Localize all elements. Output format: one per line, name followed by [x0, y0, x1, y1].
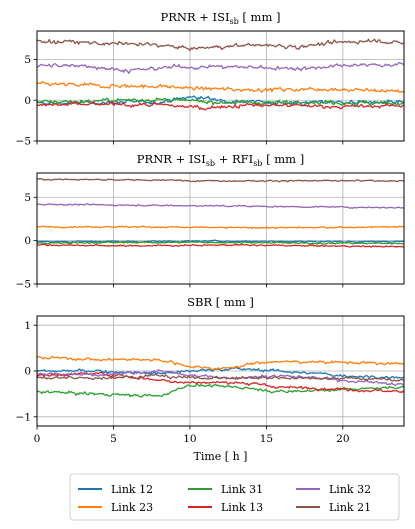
series-line-link-12 [37, 366, 404, 380]
panel-1: PRNR + ISIsb [ mm ] −5 0 5 [16, 10, 405, 148]
title-subscript: sb [230, 17, 239, 26]
legend: Link 12 Link 23 Link 31 Link 13 Link 32 Link … [69, 473, 400, 521]
series-line-link-21 [37, 38, 404, 52]
panel-title: PRNR + ISIsb + RFIsb [ mm ] [137, 152, 304, 168]
legend-label: Link 13 [221, 501, 263, 514]
x-tick-label: 0 [34, 433, 41, 445]
series-line-link-31 [37, 240, 404, 245]
title-main: PRNR + ISI [160, 10, 229, 24]
title-subscript-2: sb [253, 159, 262, 168]
series-line-link-32 [37, 61, 404, 74]
legend-label: Link 32 [329, 483, 371, 496]
y-tick-label: −5 [16, 136, 31, 148]
legend-item-link-13: Link 13 [188, 501, 263, 514]
series-line-link-23 [37, 225, 404, 230]
legend-box [69, 473, 400, 521]
y-tick-label: −1 [16, 411, 31, 423]
y-tick-label: 5 [24, 192, 31, 204]
title-subscript: sb [206, 159, 215, 168]
y-tick-label: 0 [24, 95, 31, 107]
series-line-link-23 [37, 80, 404, 94]
series-line-link-21 [37, 178, 404, 183]
series-line-link-12 [37, 239, 404, 244]
legend-label: Link 23 [111, 501, 153, 514]
title-suffix: [ mm ] [239, 10, 281, 24]
series-line-link-13 [37, 371, 404, 394]
axes-frame [36, 30, 405, 142]
title-main: PRNR + ISI [137, 152, 206, 166]
legend-label: Link 12 [111, 483, 153, 496]
panel-title: SBR [ mm ] [187, 295, 254, 309]
x-tick-label: 10 [183, 433, 196, 445]
y-tick-label: 0 [24, 366, 31, 378]
y-tick-label: −5 [16, 279, 31, 291]
panel-title: PRNR + ISIsb [ mm ] [160, 10, 280, 26]
legend-item-link-21: Link 21 [296, 501, 371, 514]
legend-item-link-23: Link 23 [78, 501, 153, 514]
series-line-link-23 [37, 355, 404, 371]
series-line-link-13 [37, 243, 404, 248]
panel-2: PRNR + ISIsb + RFIsb [ mm ]−505 [16, 152, 405, 291]
x-tick-label: 5 [110, 433, 117, 445]
y-tick-label: 5 [24, 54, 31, 66]
x-tick-label: 15 [260, 433, 273, 445]
legend-item-link-12: Link 12 [78, 483, 153, 496]
x-axis-label: Time [ h ] [194, 450, 248, 463]
axes-frame [36, 172, 405, 285]
title-main: SBR [ mm ] [187, 295, 254, 309]
title-suffix: [ mm ] [262, 152, 304, 166]
legend-label: Link 31 [221, 483, 263, 496]
y-tick-label: 0 [24, 235, 31, 247]
series-line-link-13 [37, 100, 404, 111]
series-line-link-32 [37, 203, 404, 210]
legend-item-link-31: Link 31 [188, 483, 263, 496]
x-tick-label: 20 [336, 433, 349, 445]
y-tick-label: 1 [24, 320, 31, 332]
legend-item-link-32: Link 32 [296, 483, 371, 496]
series-line-link-21 [37, 373, 404, 382]
series-line-link-31 [37, 97, 404, 107]
title-mid: + RFI [215, 152, 253, 166]
legend-label: Link 21 [329, 501, 371, 514]
